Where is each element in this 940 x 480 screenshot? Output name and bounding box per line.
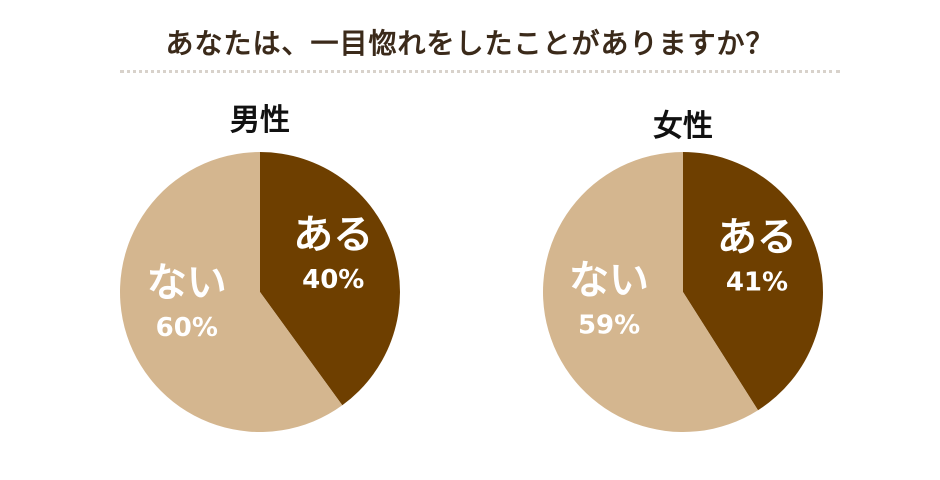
- slice-label-male-0: ある: [293, 212, 373, 258]
- pie-chart-female: ある 41% ない 59%: [542, 152, 823, 432]
- slice-label-female-0: ある: [717, 215, 797, 261]
- chart-title-female: 女性: [653, 109, 713, 144]
- pie-slice-female-1: [542, 152, 759, 432]
- slice-value-female-1: 59%: [578, 310, 640, 340]
- slice-value-female-0: 41%: [726, 268, 788, 298]
- survey-question: あなたは、一目惚れをしたことがありますか？: [165, 27, 775, 60]
- pie-chart-male: ある 40% ない 60%: [119, 152, 400, 433]
- chart-title-male: 男性: [230, 103, 290, 138]
- slice-label-female-1: ない: [569, 257, 649, 303]
- slice-label-male-1: ない: [147, 260, 227, 306]
- dotted-divider: [120, 70, 840, 73]
- pie-slice-male-0: [260, 152, 400, 406]
- pie-slice-female-0: [683, 152, 823, 411]
- slice-value-male-1: 60%: [156, 313, 218, 343]
- slice-value-male-0: 40%: [302, 265, 364, 295]
- pie-slice-male-1: [119, 152, 343, 433]
